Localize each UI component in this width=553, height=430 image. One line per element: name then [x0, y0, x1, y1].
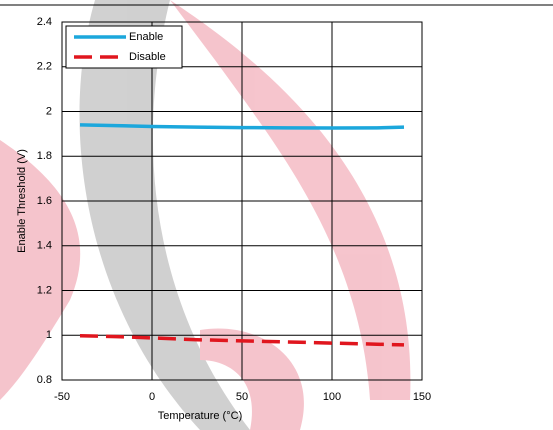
y-tick-label: 1	[46, 329, 52, 341]
y-tick-label: 1.6	[37, 195, 52, 207]
y-tick-label: 1.8	[37, 150, 52, 162]
y-tick-label: 2	[46, 105, 52, 117]
legend-label: Enable	[129, 31, 163, 43]
x-tick-label: 50	[236, 391, 248, 403]
x-axis-label: Temperature (°C)	[158, 410, 242, 422]
legend-box	[65, 25, 183, 69]
series-line	[79, 123, 405, 130]
y-tick-label: 1.4	[37, 240, 52, 252]
y-tick-label: 2.2	[37, 61, 52, 73]
y-tick-label: 2.4	[37, 16, 52, 28]
y-tick-label: 0.8	[37, 374, 52, 386]
y-axis-label: Enable Threshold (V)	[16, 149, 28, 253]
x-tick-label: -50	[54, 391, 70, 403]
series-line	[79, 333, 405, 347]
legend-label: Disable	[129, 51, 166, 63]
x-tick-label: 100	[323, 391, 341, 403]
watermark	[0, 0, 411, 430]
y-tick-label: 1.2	[37, 284, 52, 296]
x-tick-label: 0	[149, 391, 155, 403]
x-tick-label: 150	[413, 391, 431, 403]
